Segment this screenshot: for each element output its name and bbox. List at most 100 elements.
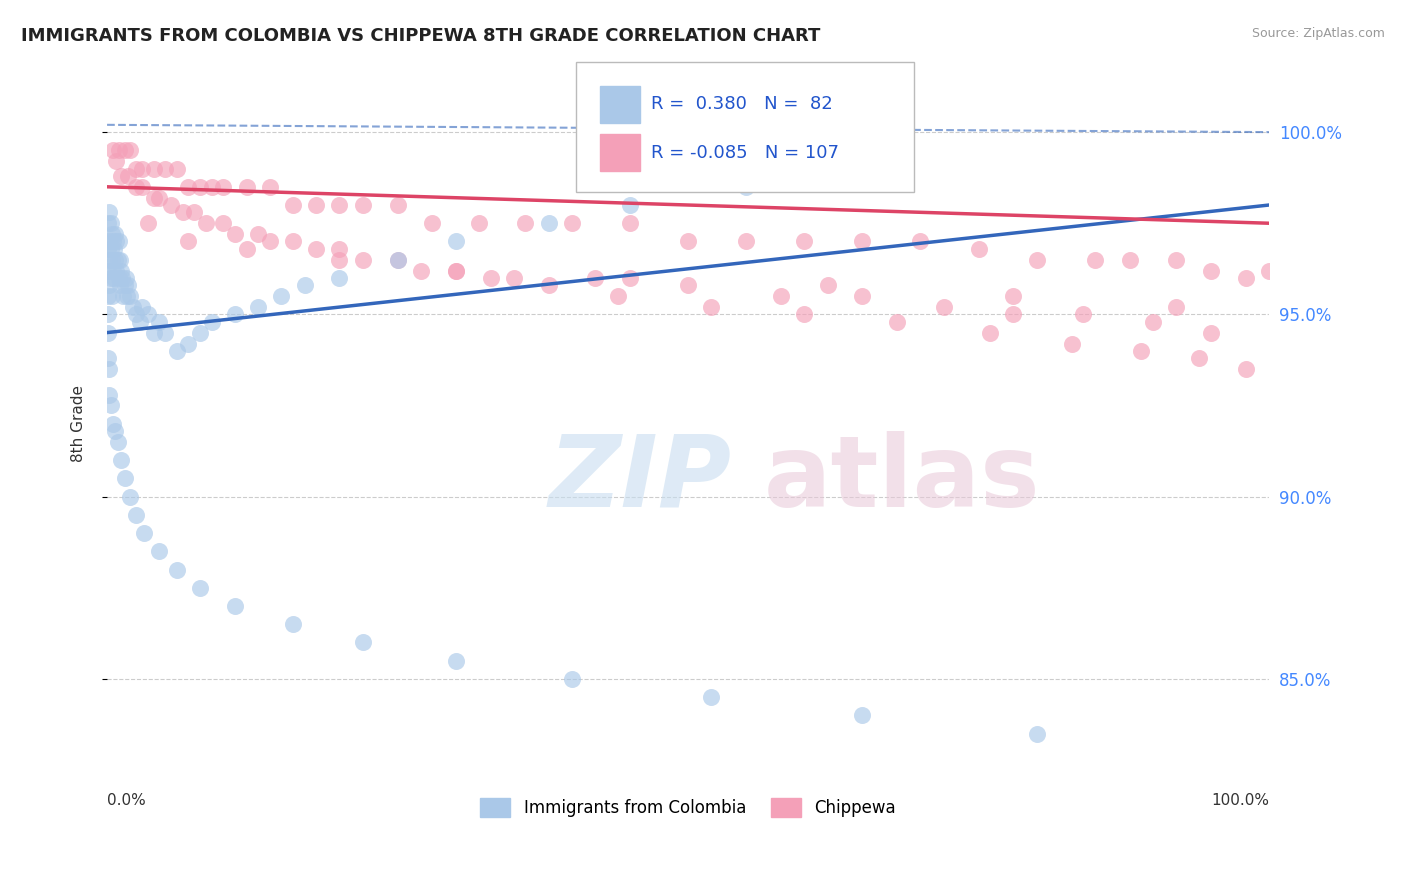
Point	[142, 326, 165, 340]
Point	[793, 235, 815, 249]
Point	[142, 161, 165, 176]
Point	[561, 672, 583, 686]
Point	[281, 617, 304, 632]
Point	[177, 336, 200, 351]
Point	[97, 351, 120, 365]
Point	[111, 271, 134, 285]
Point	[1142, 315, 1164, 329]
Point	[160, 198, 183, 212]
Point	[177, 235, 200, 249]
Point	[114, 471, 136, 485]
Point	[105, 235, 128, 249]
Point	[110, 169, 132, 183]
Point	[100, 227, 122, 242]
Point	[177, 179, 200, 194]
Point	[108, 278, 131, 293]
Point	[142, 191, 165, 205]
Point	[1002, 289, 1025, 303]
Point	[100, 289, 122, 303]
Point	[422, 216, 444, 230]
Point	[619, 271, 641, 285]
Point	[817, 278, 839, 293]
Point	[131, 179, 153, 194]
Point	[328, 252, 350, 267]
Text: 100.0%: 100.0%	[1211, 793, 1270, 807]
Point	[148, 191, 170, 205]
Text: IMMIGRANTS FROM COLOMBIA VS CHIPPEWA 8TH GRADE CORRELATION CHART: IMMIGRANTS FROM COLOMBIA VS CHIPPEWA 8TH…	[21, 27, 821, 45]
Point	[224, 227, 246, 242]
Point	[188, 581, 211, 595]
Point	[125, 161, 148, 176]
Point	[114, 278, 136, 293]
Point	[188, 326, 211, 340]
Point	[98, 278, 121, 293]
Point	[537, 216, 560, 230]
Point	[114, 144, 136, 158]
Point	[700, 690, 723, 704]
Point	[104, 424, 127, 438]
Point	[537, 278, 560, 293]
Point	[105, 154, 128, 169]
Point	[125, 179, 148, 194]
Point	[387, 252, 409, 267]
Point	[851, 289, 873, 303]
Point	[444, 654, 467, 668]
Text: Source: ZipAtlas.com: Source: ZipAtlas.com	[1251, 27, 1385, 40]
Point	[735, 179, 758, 194]
Point	[305, 198, 328, 212]
Point	[1025, 252, 1047, 267]
Point	[735, 235, 758, 249]
Point	[105, 263, 128, 277]
Point	[100, 399, 122, 413]
Point	[387, 252, 409, 267]
Point	[107, 252, 129, 267]
Point	[352, 635, 374, 649]
Point	[676, 278, 699, 293]
Text: ZIP: ZIP	[548, 431, 731, 528]
Point	[166, 161, 188, 176]
Point	[101, 235, 124, 249]
Point	[114, 271, 136, 285]
Point	[121, 300, 143, 314]
Point	[98, 362, 121, 376]
Point	[607, 289, 630, 303]
Point	[932, 300, 955, 314]
Point	[98, 387, 121, 401]
Point	[967, 242, 990, 256]
Point	[148, 544, 170, 558]
Point	[1025, 726, 1047, 740]
Point	[131, 300, 153, 314]
Point	[188, 179, 211, 194]
Point	[910, 235, 932, 249]
Point	[468, 216, 491, 230]
Point	[148, 315, 170, 329]
Point	[1199, 263, 1222, 277]
Point	[100, 216, 122, 230]
Point	[115, 289, 138, 303]
Point	[305, 242, 328, 256]
Point	[107, 144, 129, 158]
Point	[103, 271, 125, 285]
Point	[1199, 326, 1222, 340]
Point	[851, 235, 873, 249]
Point	[886, 315, 908, 329]
Point	[166, 343, 188, 358]
Point	[700, 300, 723, 314]
Point	[1234, 362, 1257, 376]
Point	[328, 271, 350, 285]
Point	[120, 490, 142, 504]
Point	[1130, 343, 1153, 358]
Point	[281, 198, 304, 212]
Point	[224, 307, 246, 321]
Point	[107, 434, 129, 449]
Point	[444, 235, 467, 249]
Point	[224, 599, 246, 613]
Point	[172, 205, 194, 219]
Point	[136, 307, 159, 321]
Point	[183, 205, 205, 219]
Text: atlas: atlas	[763, 431, 1040, 528]
Point	[97, 263, 120, 277]
Point	[793, 307, 815, 321]
Point	[1060, 336, 1083, 351]
Point	[851, 708, 873, 723]
